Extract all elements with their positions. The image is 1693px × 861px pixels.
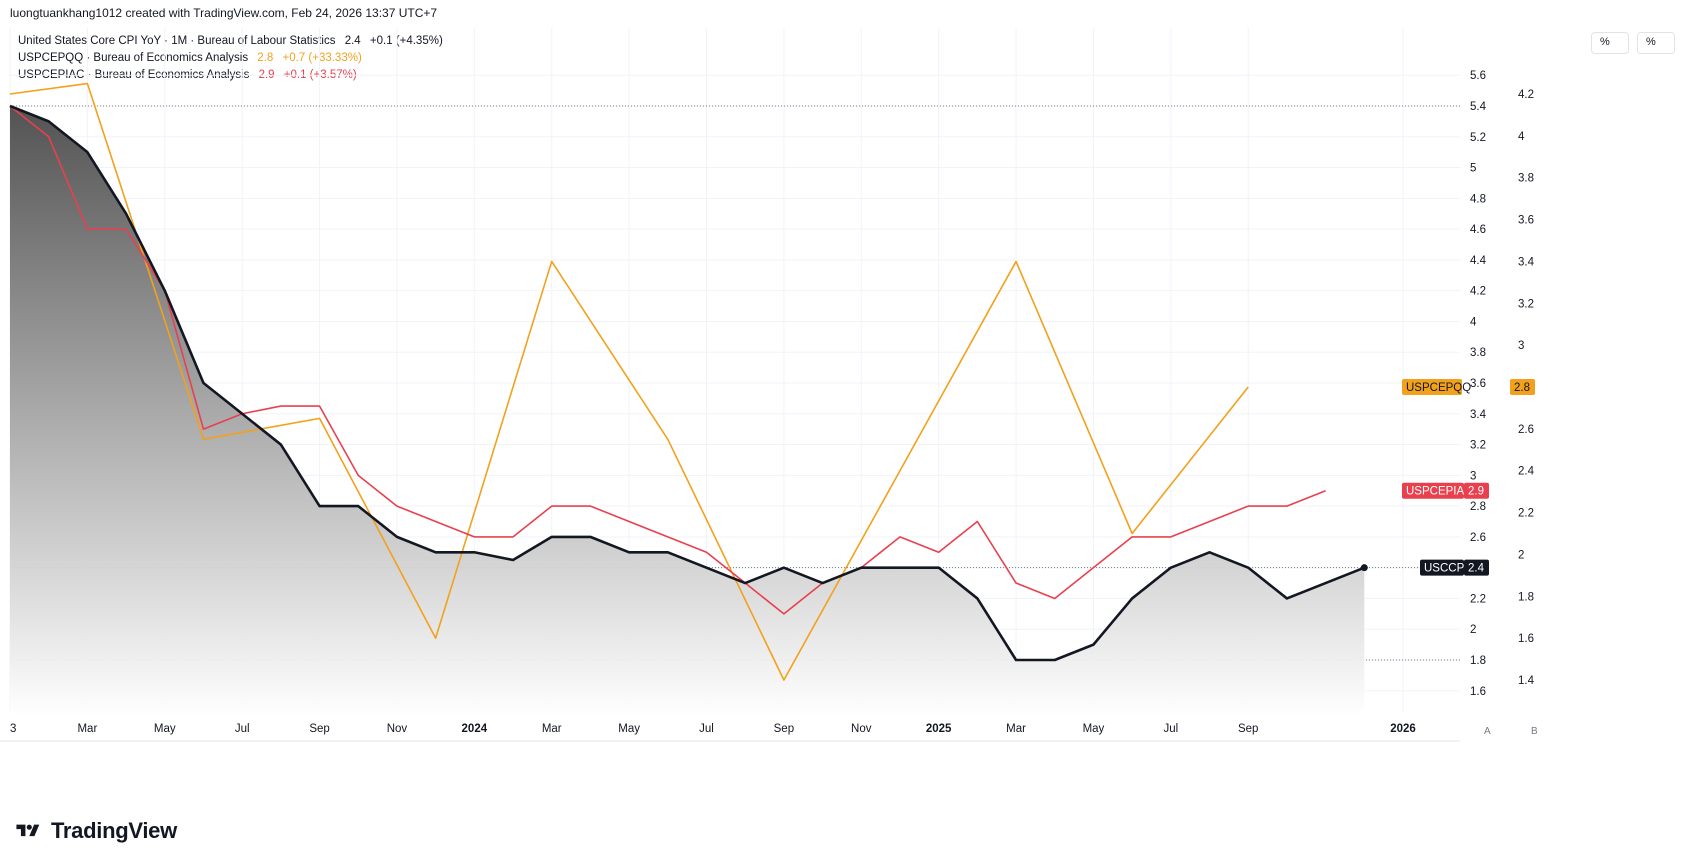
series-line-usccpi[interactable] (9, 104, 1365, 662)
legend-name: USPCEPQQ · Bureau of Economics Analysis (18, 52, 249, 64)
time-axis-tick: May (1083, 723, 1105, 735)
legend-entry-pceqq[interactable]: USPCEPQQ · Bureau of Economics Analysis … (18, 50, 443, 67)
right-axis-tick: 2.6 (1518, 424, 1534, 436)
badge-box (1464, 559, 1489, 576)
badge-text: USPCEPQQ (1406, 382, 1471, 394)
left-axis-tick: 1.8 (1470, 655, 1486, 667)
left-axis-tick: 4.4 (1470, 255, 1487, 267)
right-price-axis[interactable]: 4.243.83.63.43.232.82.62.42.221.81.61.4 (1518, 89, 1535, 687)
badge-text: 2.9 (1468, 486, 1484, 498)
left-axis-unit-button[interactable]: % (1591, 32, 1629, 54)
chart-legend: United States Core CPI YoY · 1M · Bureau… (18, 33, 443, 84)
badge-box (1420, 559, 1464, 576)
left-axis-tick: 3.6 (1470, 378, 1486, 390)
time-axis-tick: Sep (309, 723, 329, 735)
axis-a-button[interactable]: A (1484, 726, 1491, 737)
left-axis-tick: 3.4 (1470, 409, 1487, 421)
right-axis-tick: 3.2 (1518, 298, 1534, 310)
right-axis-tick: 2.2 (1518, 508, 1534, 520)
time-axis[interactable]: 3 Mar May Jul Sep Nov 2024 Mar May Jul Sep Nov 2025 M… (0, 723, 1460, 742)
badge-text: 2.8 (1514, 382, 1530, 394)
badge-text: 2.4 (1468, 563, 1485, 575)
cpi-area-fill (10, 106, 1365, 716)
tradingview-logo[interactable]: TradingView (11, 818, 177, 844)
right-axis-tick: 1.4 (1518, 675, 1535, 687)
badge-box (1402, 379, 1462, 395)
time-axis-tick: May (618, 723, 640, 735)
left-axis-tick: 5.2 (1470, 132, 1486, 144)
time-axis-tick: Jul (235, 723, 250, 735)
left-axis-tick: 3 (1470, 470, 1476, 482)
series-line-uspcepqq[interactable] (9, 82, 1249, 681)
legend-value: 2.8 (257, 52, 274, 64)
time-axis-tick: May (154, 723, 176, 735)
legend-value: 2.4 (344, 35, 361, 47)
legend-change: +0.1 (+4.35%) (369, 35, 443, 47)
time-axis-tick: Mar (542, 723, 562, 735)
badge-box (1510, 379, 1535, 395)
left-price-axis[interactable]: 5.6 5.4 5.2 5 4.8 4.6 4.4 4.2 4 3.8 3.6 3.4 3.2 3 2.8 2… (1470, 70, 1487, 698)
axis-b-button[interactable]: B (1531, 726, 1538, 737)
right-axis-tick: 3.6 (1518, 215, 1534, 227)
time-axis-tick: Mar (1006, 723, 1026, 735)
time-axis-tick: Jul (699, 723, 714, 735)
legend-change: +0.7 (+33.33%) (282, 52, 362, 64)
series-line-uspcepiac[interactable] (9, 105, 1326, 615)
left-axis-tick: 4.2 (1470, 286, 1486, 298)
badge-text: USCCPI (1424, 563, 1467, 575)
series-lines (9, 82, 1368, 681)
right-axis-tick: 3 (1518, 340, 1524, 352)
left-axis-tick: 3.2 (1470, 440, 1486, 452)
right-axis-unit-button[interactable]: % (1637, 32, 1675, 54)
time-axis-tick: 3 (10, 723, 16, 735)
left-axis-tick: 2.8 (1470, 501, 1486, 513)
time-axis-tick: 2025 (926, 723, 952, 735)
left-axis-tick: 2 (1470, 624, 1476, 636)
badge-text: USPCEPIAC (1406, 486, 1472, 498)
tradingview-logo-text: TradingView (51, 818, 177, 843)
tradingview-logo-icon (16, 824, 40, 837)
left-axis-tick: 4 (1470, 316, 1477, 328)
time-axis-tick: Sep (774, 723, 794, 735)
time-axis-tick: Jul (1163, 723, 1178, 735)
left-axis-tick: 2.6 (1470, 532, 1486, 544)
time-axis-tick: Nov (851, 723, 872, 735)
left-axis-tick: 3.8 (1470, 347, 1486, 359)
right-axis-tick: 3.4 (1518, 256, 1535, 268)
time-axis-tick: 2026 (1390, 723, 1416, 735)
left-axis-tick: 2.2 (1470, 593, 1486, 605)
time-axis-tick: Sep (1238, 723, 1258, 735)
left-axis-tick: 4.8 (1470, 193, 1486, 205)
left-axis-tick: 5.6 (1470, 70, 1486, 82)
series-endpoint-usccpi (1360, 564, 1368, 572)
left-axis-tick: 4.6 (1470, 224, 1486, 236)
left-axis-tick: 5.4 (1470, 101, 1487, 113)
legend-entry-cpi[interactable]: United States Core CPI YoY · 1M · Bureau… (18, 33, 443, 50)
right-axis-tick: 4.2 (1518, 89, 1534, 101)
right-axis-tick: 1.6 (1518, 633, 1534, 645)
left-axis-tick: 1.6 (1470, 686, 1486, 698)
right-axis-tick: 1.8 (1518, 591, 1534, 603)
left-axis-tick: 5 (1470, 163, 1476, 175)
right-axis-tick: 3.8 (1518, 173, 1534, 185)
right-axis-tick: 2 (1518, 549, 1524, 561)
right-axis-tick: 2.4 (1518, 466, 1535, 478)
legend-name: United States Core CPI YoY · 1M · Bureau… (18, 35, 336, 47)
badge-box (1464, 482, 1489, 499)
time-axis-tick: Nov (387, 723, 408, 735)
chart-watermark-header: luongtuankhang1012 created with TradingV… (10, 6, 438, 20)
right-axis-tick: 4 (1518, 131, 1525, 143)
time-axis-tick: Mar (77, 723, 97, 735)
time-axis-tick: 2024 (462, 723, 488, 735)
series-fill-usccpi (10, 106, 1365, 716)
badge-box (1402, 482, 1464, 499)
